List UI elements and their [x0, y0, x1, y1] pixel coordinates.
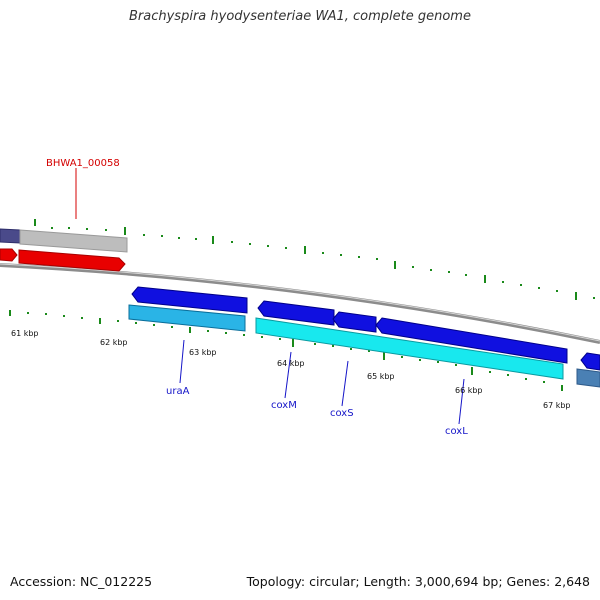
kbp-label-67: 67 kbp: [543, 401, 571, 410]
gene-uraA-lightblue[interactable]: [128, 304, 246, 332]
accession-text: Accession: NC_012225: [10, 574, 153, 589]
gene-label-coxM[interactable]: coxM: [271, 400, 297, 411]
gene-coxS-blue[interactable]: [332, 311, 377, 333]
gene-label-coxL[interactable]: coxL: [445, 426, 468, 437]
gene-gray-forward[interactable]: [19, 229, 128, 253]
genome-backbone: [0, 263, 600, 344]
kbp-label-64: 64 kbp: [277, 359, 305, 368]
reverse-strand-genes: [128, 286, 600, 388]
gene-coxL-blue[interactable]: [375, 317, 568, 364]
kbp-labels: 61 kbp 62 kbp 63 kbp 64 kbp 65 kbp 66 kb…: [11, 329, 571, 410]
gene-cyan-band[interactable]: [255, 317, 564, 380]
kbp-label-62: 62 kbp: [100, 338, 128, 347]
forward-strand-genes: [0, 228, 128, 272]
gene-label-coxS[interactable]: coxS: [330, 408, 354, 419]
map-title: Brachyspira hyodysenteriae WA1, complete…: [129, 9, 471, 24]
kbp-label-66: 66 kbp: [455, 386, 483, 395]
gene-labels: BHWA1_00058 uraA coxM coxS coxL: [46, 158, 468, 437]
gene-right-blue[interactable]: [580, 352, 600, 371]
inner-ticks: [9, 310, 563, 391]
kbp-label-63: 63 kbp: [189, 348, 217, 357]
genome-summary-text: Topology: circular; Length: 3,000,694 bp…: [246, 574, 590, 589]
outer-ticks: [34, 219, 595, 300]
gene-coxM-blue[interactable]: [257, 300, 335, 326]
gene-label-bhwa1-00058[interactable]: BHWA1_00058: [46, 158, 120, 169]
label-leaders: [75, 168, 465, 425]
kbp-label-61: 61 kbp: [11, 329, 39, 338]
gene-uraA-blue[interactable]: [131, 286, 248, 314]
kbp-label-65: 65 kbp: [367, 372, 395, 381]
gene-red-forward-2[interactable]: [18, 249, 126, 272]
gene-navy-forward[interactable]: [0, 228, 21, 244]
gene-red-forward-1[interactable]: [0, 248, 18, 262]
gene-label-uraA[interactable]: uraA: [166, 386, 190, 397]
gene-right-steel[interactable]: [576, 368, 600, 388]
